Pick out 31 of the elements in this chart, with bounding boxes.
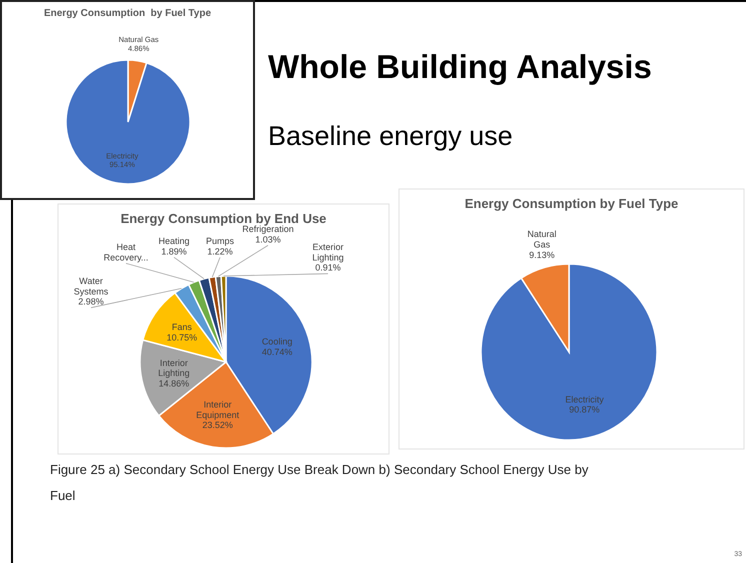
- data-label: 9.13%: [529, 250, 555, 260]
- data-label: 10.75%: [166, 332, 198, 342]
- data-label: 1.03%: [255, 234, 281, 244]
- caption: Figure 25 a) Secondary School Energy Use Break Down b) Secondary School Energy Use by Fuel: [50, 462, 589, 503]
- data-label: 40.74%: [262, 347, 292, 358]
- text: Whole Building Analysis: [268, 48, 652, 85]
- slice-label: Water Systems: [74, 276, 109, 296]
- slice-label: Electricity: [565, 394, 604, 404]
- data-label: 1.89%: [161, 246, 187, 256]
- chart-title: Energy Consumption by Fuel Type: [44, 8, 212, 19]
- data-label: 2.98%: [78, 296, 104, 307]
- slice-label: Pumps: [206, 236, 235, 246]
- slice-label: Cooling: [262, 336, 292, 347]
- data-label: 0.91%: [315, 262, 341, 273]
- chart-title: Energy Consumption by End Use: [120, 211, 326, 226]
- text: Baseline energy use: [268, 121, 513, 151]
- pie-slice: [480, 263, 658, 441]
- pie-slice: [65, 59, 191, 185]
- slice-label: Natural Gas: [527, 229, 556, 250]
- slice-label: Heating: [158, 236, 190, 246]
- slice-label: Heat Recovery...: [104, 242, 148, 262]
- slice-label: Exterior Lighting: [312, 242, 344, 262]
- slice-label: Interior Equipment: [196, 399, 240, 420]
- data-label: 1.22%: [207, 246, 233, 256]
- slice-label: Interior Lighting: [158, 358, 190, 378]
- chart-title: Energy Consumption by Fuel Type: [464, 196, 678, 211]
- slice-label: Refrigeration: [242, 224, 294, 234]
- data-label: 14.86%: [158, 378, 190, 389]
- data-label: 90.87%: [569, 404, 600, 415]
- slice-label: Fans: [172, 322, 192, 332]
- data-label: 23.52%: [202, 420, 233, 430]
